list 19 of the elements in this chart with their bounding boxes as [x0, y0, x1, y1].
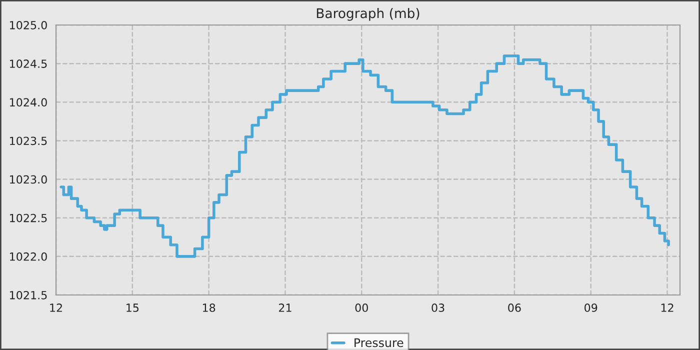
legend-label: Pressure: [354, 338, 404, 348]
y-tick-label: 1022.5: [10, 214, 47, 222]
x-tick-label: 18: [202, 304, 216, 312]
x-tick-label: 12: [50, 304, 62, 312]
x-tick-label: 12: [661, 304, 674, 312]
y-tick-label: 1025.0: [10, 20, 47, 30]
x-tick-label: 15: [126, 304, 139, 312]
x-tick-label: 06: [508, 304, 521, 312]
y-tick-label: 1023.5: [10, 136, 47, 146]
chart-title: Barograph (mb): [316, 8, 420, 21]
y-tick-label: 1023.0: [10, 175, 47, 184]
y-tick-label: 1021.5: [10, 290, 47, 300]
x-tick-label: 21: [278, 304, 292, 312]
y-tick-label: 1024.0: [10, 98, 47, 107]
x-tick-label: 03: [432, 304, 444, 312]
x-tick-label: 00: [355, 304, 368, 312]
x-tick-label: 09: [584, 304, 598, 312]
y-tick-label: 1024.5: [10, 60, 47, 68]
y-tick-label: 1022.0: [10, 252, 47, 261]
